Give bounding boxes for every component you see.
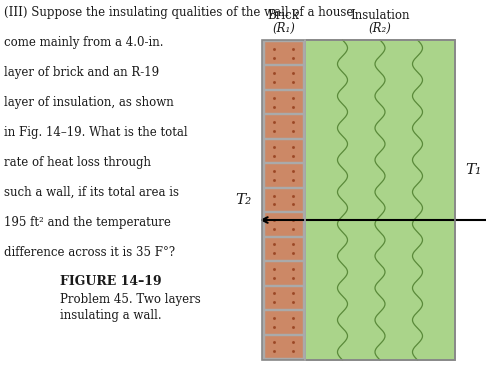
Bar <box>264 164 302 187</box>
Text: Insulation: Insulation <box>350 9 410 22</box>
Text: (III) Suppose the insulating qualities of the wall of a house: (III) Suppose the insulating qualities o… <box>4 6 353 19</box>
Text: FIGURE 14–19: FIGURE 14–19 <box>60 275 162 288</box>
Text: (R₂): (R₂) <box>368 22 391 35</box>
Text: T₁: T₁ <box>465 163 481 177</box>
Text: layer of brick and an R-19: layer of brick and an R-19 <box>4 66 159 79</box>
Bar <box>262 40 305 360</box>
Bar <box>264 116 302 138</box>
Bar <box>264 336 302 358</box>
Text: insulating a wall.: insulating a wall. <box>60 309 162 322</box>
Bar <box>264 238 302 260</box>
Bar <box>264 140 302 162</box>
Bar <box>264 189 302 211</box>
Bar <box>264 213 302 236</box>
Text: (R₁): (R₁) <box>272 22 295 35</box>
Bar <box>305 40 455 360</box>
Text: such a wall, if its total area is: such a wall, if its total area is <box>4 186 179 199</box>
Text: T₂: T₂ <box>236 193 252 207</box>
Bar <box>264 311 302 333</box>
Text: in Fig. 14–19. What is the total: in Fig. 14–19. What is the total <box>4 126 188 139</box>
Bar <box>264 42 302 64</box>
Text: difference across it is 35 F°?: difference across it is 35 F°? <box>4 246 175 259</box>
Bar <box>264 262 302 285</box>
Text: Problem 45. Two layers: Problem 45. Two layers <box>60 293 201 306</box>
Text: come mainly from a 4.0-in.: come mainly from a 4.0-in. <box>4 36 163 49</box>
Text: Brick: Brick <box>268 9 299 22</box>
Text: 195 ft² and the temperature: 195 ft² and the temperature <box>4 216 171 229</box>
Text: layer of insulation, as shown: layer of insulation, as shown <box>4 96 174 109</box>
Bar <box>264 286 302 309</box>
Bar <box>264 67 302 89</box>
Bar <box>262 40 455 360</box>
Text: rate of heat loss through: rate of heat loss through <box>4 156 151 169</box>
Bar <box>264 91 302 114</box>
